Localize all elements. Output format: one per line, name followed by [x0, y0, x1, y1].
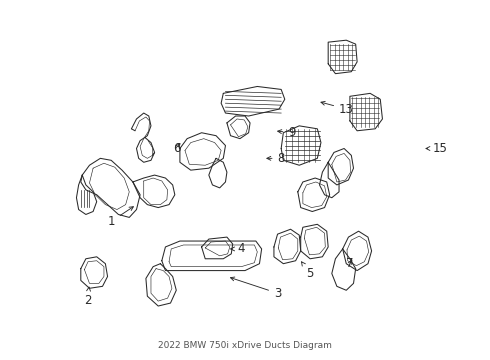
Text: 8: 8 [267, 152, 285, 165]
Polygon shape [319, 162, 339, 198]
Polygon shape [201, 237, 233, 259]
Text: 1: 1 [108, 207, 133, 228]
Text: 2022 BMW 750i xDrive Ducts Diagram: 2022 BMW 750i xDrive Ducts Diagram [158, 341, 332, 350]
Text: 15: 15 [426, 142, 448, 155]
Polygon shape [227, 116, 250, 139]
Polygon shape [162, 241, 262, 271]
Polygon shape [221, 86, 285, 116]
Text: 3: 3 [230, 277, 281, 300]
Text: 6: 6 [172, 142, 180, 155]
Polygon shape [328, 148, 353, 185]
Polygon shape [81, 257, 108, 288]
Text: 9: 9 [278, 126, 296, 139]
Text: 2: 2 [84, 287, 91, 307]
Text: 12: 12 [0, 359, 1, 360]
Polygon shape [281, 126, 321, 165]
Text: 11: 11 [0, 359, 1, 360]
Polygon shape [343, 231, 371, 271]
Polygon shape [81, 158, 140, 217]
Polygon shape [274, 229, 301, 264]
Polygon shape [180, 133, 225, 170]
Text: 7: 7 [346, 257, 354, 270]
Text: 4: 4 [231, 242, 245, 255]
Polygon shape [332, 249, 356, 290]
Polygon shape [146, 264, 176, 306]
Polygon shape [76, 175, 97, 215]
Text: 13: 13 [321, 102, 354, 116]
Polygon shape [209, 158, 227, 188]
Polygon shape [298, 178, 330, 212]
Polygon shape [133, 175, 175, 208]
Polygon shape [328, 40, 357, 74]
Polygon shape [350, 93, 382, 131]
Text: 14: 14 [0, 359, 1, 360]
Polygon shape [301, 224, 328, 259]
Text: 5: 5 [301, 262, 314, 280]
Text: 10: 10 [0, 359, 1, 360]
